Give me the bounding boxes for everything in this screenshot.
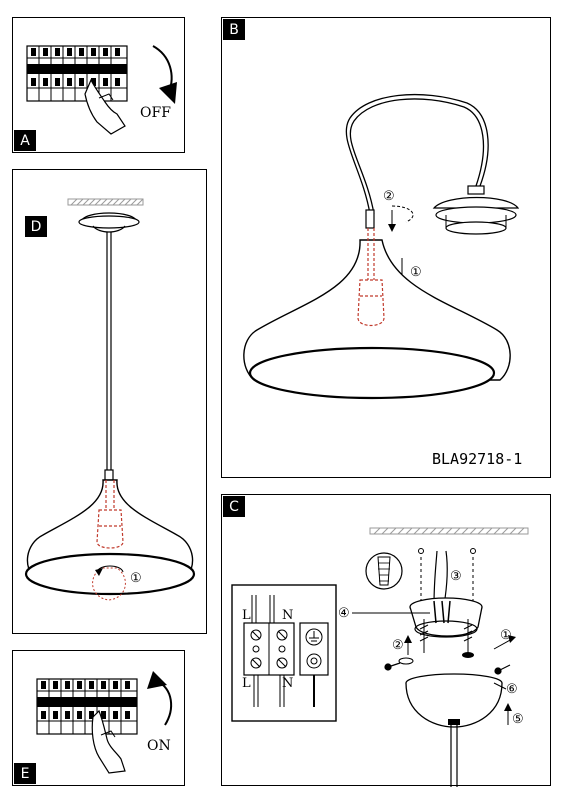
product-code: BLA92718-1 (432, 450, 523, 468)
terminal-l-top: L (242, 608, 251, 623)
terminal-n-top: N (282, 608, 293, 623)
panel-b: ② ① B BLA92718-1 (221, 17, 551, 478)
breaker-off-illustration: OFF (26, 45, 177, 135)
panel-d: ① D (12, 169, 207, 634)
step-1-label: ① (500, 628, 512, 643)
step-1-label: ① (410, 265, 422, 280)
panel-tag-a: A (14, 130, 36, 151)
panel-tag-d: D (25, 216, 47, 237)
step-5-label: ⑤ (512, 712, 524, 727)
step-3-label: ③ (450, 569, 462, 584)
terminal-l-bottom: L (242, 676, 251, 691)
panel-e: ON E (12, 650, 185, 786)
lamp-assembly-illustration: ② ① (243, 94, 520, 400)
breaker-on-illustration: ON (36, 671, 173, 774)
step-2-label: ② (392, 638, 404, 653)
on-label: ON (147, 738, 171, 754)
panel-c: ③ ④ ② ① (221, 494, 551, 787)
panel-tag-e: E (14, 763, 36, 784)
panel-tag-b: B (223, 19, 245, 40)
lamp-bulb-illustration: ① (24, 198, 196, 601)
panel-a: OFF A (12, 17, 185, 153)
step-6-label: ⑥ (506, 682, 518, 697)
terminal-n-bottom: N (282, 676, 293, 691)
step-1-label: ① (130, 571, 142, 586)
step-2-label: ② (383, 189, 395, 204)
ceiling-mount-wiring-illustration: ③ ④ ② ① (231, 527, 529, 787)
step-4-label: ④ (338, 606, 350, 621)
off-label: OFF (140, 105, 171, 121)
panel-tag-c: C (223, 496, 245, 517)
